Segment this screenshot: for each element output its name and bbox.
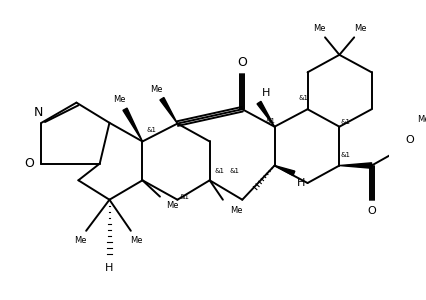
Polygon shape [160, 98, 177, 124]
Text: Me: Me [354, 25, 366, 34]
Polygon shape [123, 108, 142, 142]
Text: O: O [24, 157, 34, 170]
Polygon shape [340, 163, 371, 168]
Text: H: H [105, 262, 114, 273]
Text: &1: &1 [340, 152, 351, 158]
Text: &1: &1 [266, 118, 276, 124]
Text: Me: Me [150, 85, 162, 94]
Text: Me: Me [130, 236, 143, 245]
Polygon shape [274, 166, 295, 176]
Text: &1: &1 [179, 194, 190, 200]
Text: Me: Me [417, 115, 426, 124]
Text: N: N [34, 106, 43, 119]
Text: &1: &1 [230, 168, 239, 174]
Text: H: H [296, 178, 305, 188]
Text: O: O [367, 206, 376, 216]
Text: Me: Me [74, 236, 86, 245]
Text: Me: Me [230, 206, 242, 215]
Text: &1: &1 [214, 168, 225, 174]
Text: Me: Me [113, 95, 125, 104]
Text: H: H [262, 88, 270, 98]
Text: &1: &1 [147, 127, 156, 133]
Text: O: O [406, 135, 414, 145]
Text: Me: Me [313, 25, 325, 34]
Text: O: O [237, 56, 247, 69]
Text: &1: &1 [298, 95, 308, 101]
Text: Me: Me [166, 201, 178, 210]
Text: &1: &1 [340, 119, 351, 125]
Polygon shape [257, 101, 274, 127]
